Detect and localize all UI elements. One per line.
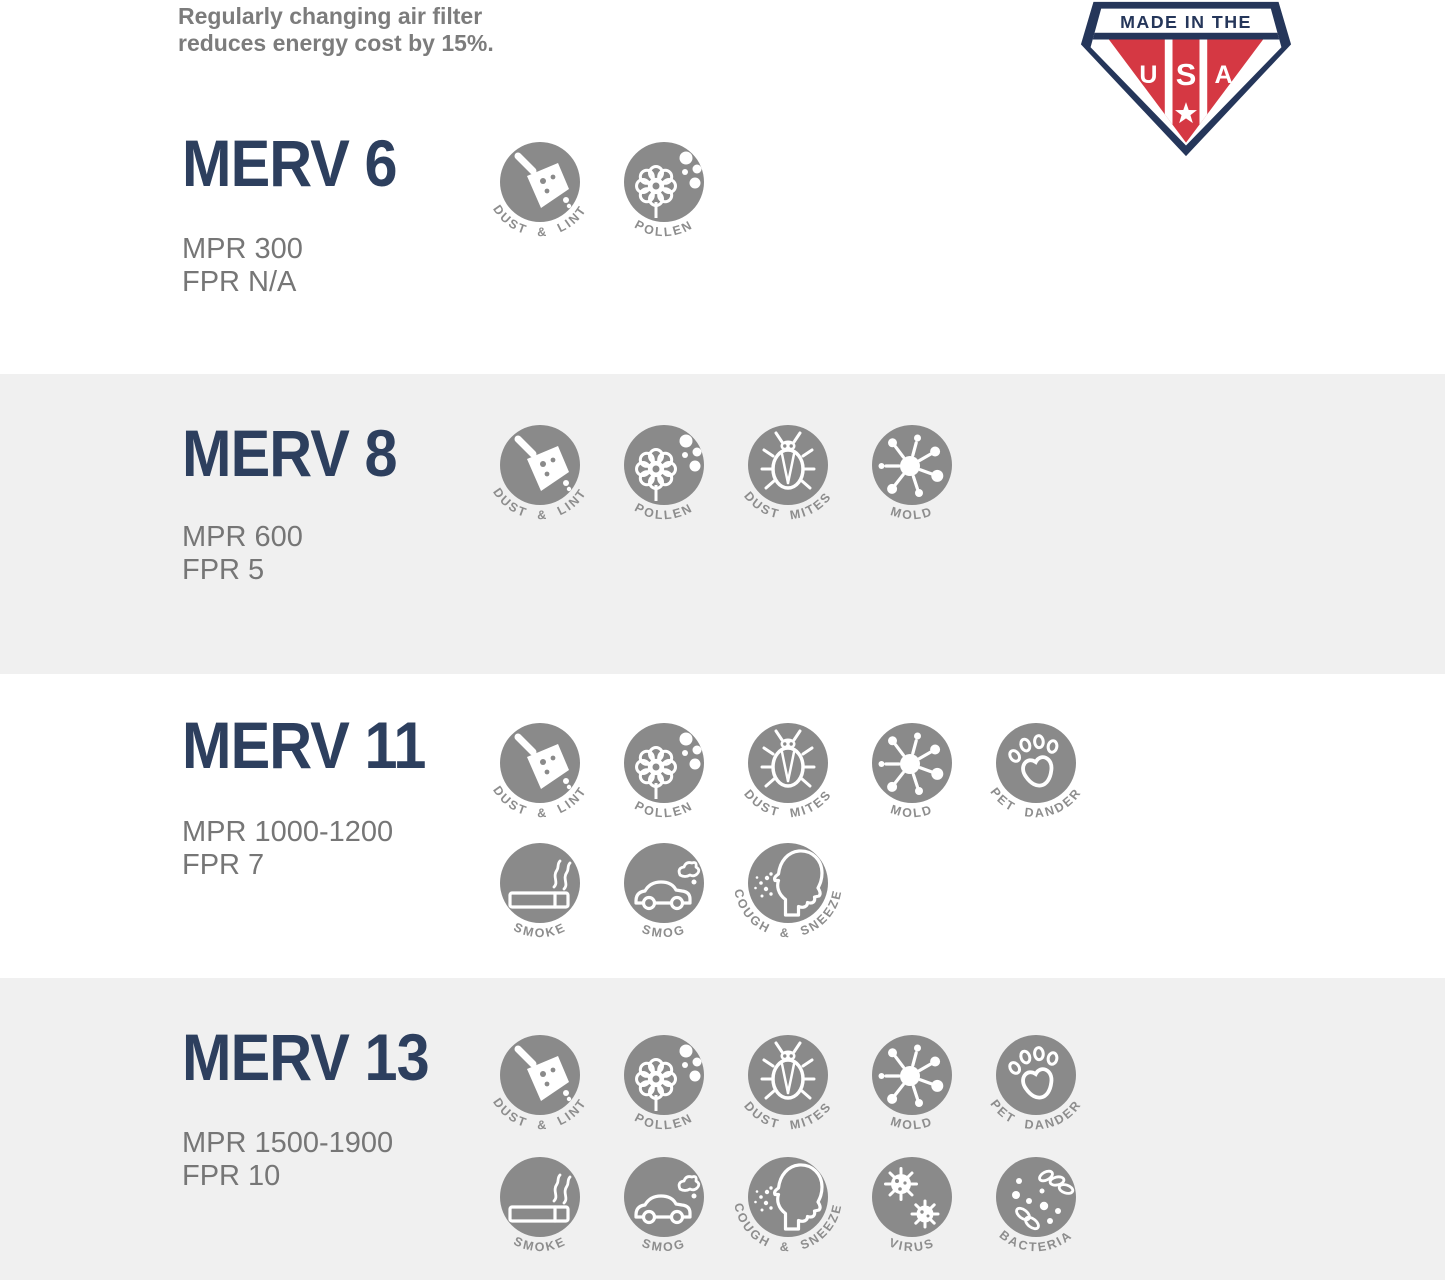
virus-icon: VIRUS (850, 1151, 974, 1275)
icon-label: SMOKE (511, 1234, 568, 1254)
contaminant-icon-row: DUST & LINT POLLEN DUST MITES MOLD (478, 419, 974, 543)
icon-label: SMOKE (511, 920, 568, 940)
icon-label: VIRUS (887, 1236, 937, 1255)
icon-label: MOLD (889, 504, 935, 522)
icon-label: MOLD (889, 802, 935, 820)
icon-disc (748, 1035, 828, 1115)
rating-values: MPR 1500-1900 FPR 10 (182, 1127, 393, 1193)
pet-dander-icon: PET DANDER (974, 1029, 1098, 1153)
merv-rating-heading: MERV 11 (182, 708, 426, 782)
icon-disc (748, 723, 828, 803)
icon-label: POLLEN (632, 500, 695, 522)
mpr-value: MPR 1500-1900 (182, 1127, 394, 1159)
cough-sneeze-icon: COUGH & SNEEZE (726, 1151, 850, 1275)
contaminant-icon-row: DUST & LINT POLLEN (478, 136, 726, 260)
icon-label: POLLEN (632, 1110, 695, 1132)
icon-disc (500, 1157, 580, 1237)
dust-mites-icon: DUST MITES (726, 1029, 850, 1153)
mold-icon: MOLD (850, 1029, 974, 1153)
contaminant-icon-row: DUST & LINT POLLEN DUST MITES MOLD PET DANDE… (478, 1029, 1098, 1153)
rating-values: MPR 1000-1200 FPR 7 (182, 816, 393, 882)
icon-disc (872, 1157, 952, 1237)
icon-label: POLLEN (632, 798, 695, 820)
dust-lint-icon: DUST & LINT (478, 136, 602, 260)
smog-icon: SMOG (602, 837, 726, 961)
fpr-value: FPR 7 (182, 849, 265, 881)
contaminant-icon-row: SMOKE SMOG COUGH & SNEEZE VIRUS BACTERIA (478, 1151, 1098, 1275)
pollen-icon: POLLEN (602, 717, 726, 841)
pet-dander-icon: PET DANDER (974, 717, 1098, 841)
icon-label: SMOG (640, 1236, 688, 1255)
mold-icon: MOLD (850, 717, 974, 841)
dust-mites-icon: DUST MITES (726, 419, 850, 543)
contaminant-icon-row: SMOKE SMOG COUGH & SNEEZE (478, 837, 850, 961)
badge-letter-a: A (1215, 61, 1233, 89)
cough-sneeze-icon: COUGH & SNEEZE (726, 837, 850, 961)
badge-letter-s: S (1176, 57, 1197, 92)
icon-disc (996, 1157, 1076, 1237)
merv-13-band (0, 978, 1445, 1280)
pollen-icon: POLLEN (602, 419, 726, 543)
rating-values: MPR 300 FPR N/A (182, 233, 303, 299)
rating-values: MPR 600 FPR 5 (182, 521, 303, 587)
made-in-usa-badge: MADE IN THE U S A (1080, 1, 1292, 157)
mpr-value: MPR 300 (182, 233, 303, 265)
smoke-icon: SMOKE (478, 1151, 602, 1275)
mold-icon: MOLD (850, 419, 974, 543)
icon-disc (748, 425, 828, 505)
smog-icon: SMOG (602, 1151, 726, 1275)
bacteria-icon: BACTERIA (974, 1151, 1098, 1275)
merv-rating-heading: MERV 6 (182, 126, 398, 200)
badge-stripe-field (1108, 39, 1264, 143)
badge-white-stripe (1199, 39, 1208, 143)
badge-banner-text: MADE IN THE (1120, 12, 1252, 32)
badge-divider (1090, 32, 1282, 40)
energy-note: Regularly changing air filter reduces en… (178, 3, 494, 56)
badge-letter-u: U (1139, 61, 1157, 89)
dust-lint-icon: DUST & LINT (478, 717, 602, 841)
mpr-value: MPR 1000-1200 (182, 816, 394, 848)
fpr-value: FPR N/A (182, 266, 297, 298)
pollen-icon: POLLEN (602, 1029, 726, 1153)
pollen-icon: POLLEN (602, 136, 726, 260)
merv-8-band (0, 374, 1445, 674)
contaminant-icon-row: DUST & LINT POLLEN DUST MITES MOLD PET DANDE… (478, 717, 1098, 841)
merv-rating-heading: MERV 8 (182, 416, 398, 490)
icon-label: POLLEN (632, 217, 695, 239)
badge-white-stripe (1164, 39, 1173, 143)
dust-lint-icon: DUST & LINT (478, 419, 602, 543)
icon-label: MOLD (889, 1114, 935, 1132)
badge-star (1175, 102, 1197, 124)
merv-rating-heading: MERV 13 (182, 1020, 430, 1094)
dust-mites-icon: DUST MITES (726, 717, 850, 841)
dust-lint-icon: DUST & LINT (478, 1029, 602, 1153)
icon-label: SMOG (640, 922, 688, 941)
smoke-icon: SMOKE (478, 837, 602, 961)
icon-disc (500, 843, 580, 923)
mpr-value: MPR 600 (182, 521, 303, 553)
fpr-value: FPR 5 (182, 554, 265, 586)
fpr-value: FPR 10 (182, 1160, 281, 1192)
